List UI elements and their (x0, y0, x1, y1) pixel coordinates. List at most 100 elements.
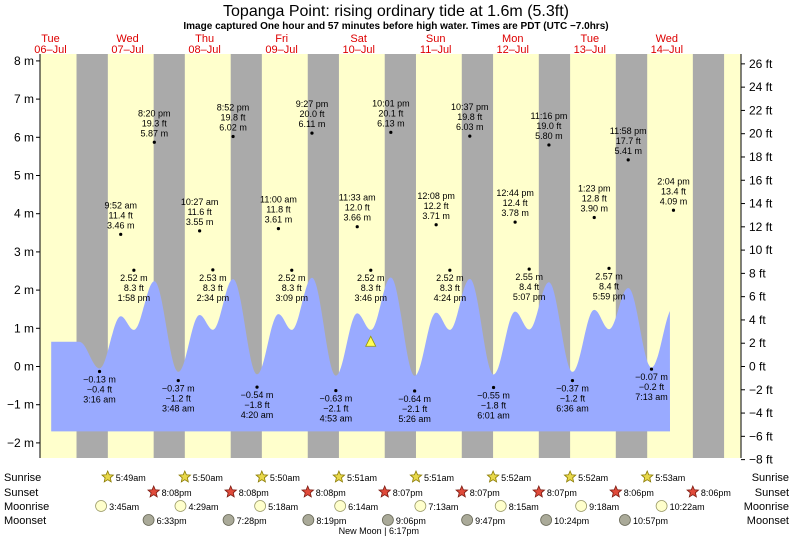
tide-time: 1:58 pm (118, 293, 151, 303)
tide-height-ft: 20.0 ft (299, 109, 325, 119)
tide-height-m: −0.37 m (162, 384, 195, 394)
low-tide-label: 2.52 m8.3 ft3:46 pm (355, 273, 388, 303)
tide-point (176, 379, 180, 383)
day-name: Thu (195, 33, 214, 45)
tide-height-m: −0.07 m (635, 372, 668, 382)
sunrise-icon (255, 469, 269, 483)
day-name: Sat (350, 33, 367, 45)
tide-height-m: 3.61 m (265, 215, 293, 225)
tide-height-m: −0.64 m (398, 394, 431, 404)
day-headers: Tue06–JulWed07–JulThu08–JulFri09–JulSat1… (34, 33, 683, 56)
tide-height-ft: −2.1 ft (402, 404, 428, 414)
y-tick-label-ft: −4 ft (749, 406, 773, 420)
y-tick-label-ft: 22 ft (749, 103, 773, 117)
tide-time: 9:27 pm (296, 99, 329, 109)
sunrise-icon (101, 469, 115, 483)
tide-time: 10:01 pm (372, 98, 410, 108)
tide-point (198, 229, 202, 233)
sunset-time: 8:08pm (239, 488, 269, 498)
tide-height-ft: 8.3 ft (282, 283, 303, 293)
day-date: 11–Jul (420, 44, 452, 56)
sunset-icon (686, 484, 700, 498)
tide-height-ft: 12.0 ft (345, 203, 371, 213)
y-tick-label-ft: −2 ft (749, 383, 773, 397)
tide-height-ft: −0.4 ft (87, 384, 113, 394)
tide-height-ft: 8.3 ft (124, 283, 145, 293)
tide-height-ft: 12.8 ft (582, 194, 608, 204)
tide-time: 5:07 pm (513, 292, 546, 302)
tide-time: 10:37 pm (451, 102, 489, 112)
moonset-icon (222, 514, 235, 526)
tide-point (389, 130, 393, 134)
tide-height-ft: 19.0 ft (536, 121, 562, 131)
sunset-icon (455, 484, 469, 498)
sunset-time: 8:06pm (624, 488, 654, 498)
moonset-time: 7:28pm (237, 516, 267, 526)
tide-height-m: −0.37 m (556, 384, 589, 394)
tide-height-ft: 8.3 ft (203, 283, 224, 293)
y-tick-label-ft: 18 ft (749, 150, 773, 164)
tide-height-m: 4.09 m (660, 196, 688, 206)
sunset-icon (532, 484, 546, 498)
moonset-icon (302, 514, 315, 526)
day-date: 06–Jul (34, 44, 66, 56)
moonset-row-label-right: Moonset (747, 515, 789, 527)
sunset-icon (300, 484, 315, 498)
moonset-time: 10:57pm (633, 516, 668, 526)
y-tick-label-m: 2 m (14, 283, 34, 297)
tide-height-m: 5.80 m (535, 131, 563, 141)
sunrise-icon (409, 469, 423, 483)
low-tide-label: −0.37 m−1.2 ft6:36 am (556, 384, 589, 414)
sunrise-row-label: Sunrise (4, 472, 41, 484)
sunrise-time: 5:52am (501, 473, 531, 483)
moonrise-icon (334, 500, 347, 512)
sunset-time: 8:07pm (470, 488, 500, 498)
sunrise-time: 5:52am (578, 473, 608, 483)
chart-subtitle: Image captured One hour and 57 minutes b… (183, 21, 608, 32)
tide-height-ft: 19.3 ft (142, 118, 168, 128)
tide-height-ft: 19.8 ft (221, 113, 247, 123)
y-tick-label-ft: −6 ft (749, 429, 773, 443)
y-tick-label-ft: 8 ft (749, 266, 766, 280)
tide-height-ft: 8.4 ft (519, 282, 540, 292)
sunrise-icon (640, 469, 654, 483)
axes: −2 m −1 m 0 m 1 m 2 m 3 m 4 m 5 m 6 m 7 m 8 m −8 ft… (7, 54, 773, 467)
tide-height-m: 5.41 m (614, 146, 642, 156)
tide-point (231, 134, 235, 139)
y-tick-label-ft: 4 ft (749, 313, 766, 327)
tide-time: 8:20 pm (138, 108, 171, 118)
tide-height-ft: 13.4 ft (661, 186, 687, 196)
tide-point (448, 268, 452, 272)
y-tick-label-ft: 2 ft (749, 336, 766, 350)
tide-time: 5:26 am (398, 414, 431, 424)
tide-time: 8:52 pm (217, 103, 250, 113)
tide-height-ft: 11.4 ft (109, 210, 134, 220)
tide-time: 4:20 am (241, 410, 274, 420)
tide-time: 11:16 pm (530, 111, 567, 121)
y-tick-label-ft: 14 ft (749, 197, 773, 211)
tide-height-ft: 8.3 ft (361, 283, 382, 293)
tide-height-m: 3.46 m (107, 220, 135, 230)
low-tide-label: 2.53 m8.3 ft2:34 pm (197, 273, 230, 303)
tide-height-m: −0.54 m (241, 390, 274, 400)
moonset-icon (619, 514, 631, 526)
y-tick-label-ft: 20 ft (749, 127, 773, 141)
sunrise-icon (486, 469, 500, 483)
tide-time: 11:00 am (260, 195, 297, 205)
tide-height-m: 6.02 m (219, 123, 247, 133)
tide-time: 12:44 pm (496, 188, 534, 198)
tide-height-ft: −1.8 ft (481, 401, 507, 411)
y-tick-label-ft: 6 ft (749, 290, 766, 304)
moonrise-row-label-right: Moonrise (744, 501, 789, 513)
tide-point (152, 140, 156, 144)
sunrise-row-label-right: Sunrise (752, 472, 789, 484)
tide-height-m: 6.13 m (377, 118, 405, 128)
sunrise-time: 5:51am (347, 473, 377, 483)
tide-time: 6:36 am (556, 404, 589, 414)
low-tide-label: −0.55 m−1.8 ft6:01 am (477, 391, 510, 421)
tide-height-m: 6.03 m (456, 122, 484, 132)
moonset-row-label: Moonset (4, 515, 46, 527)
